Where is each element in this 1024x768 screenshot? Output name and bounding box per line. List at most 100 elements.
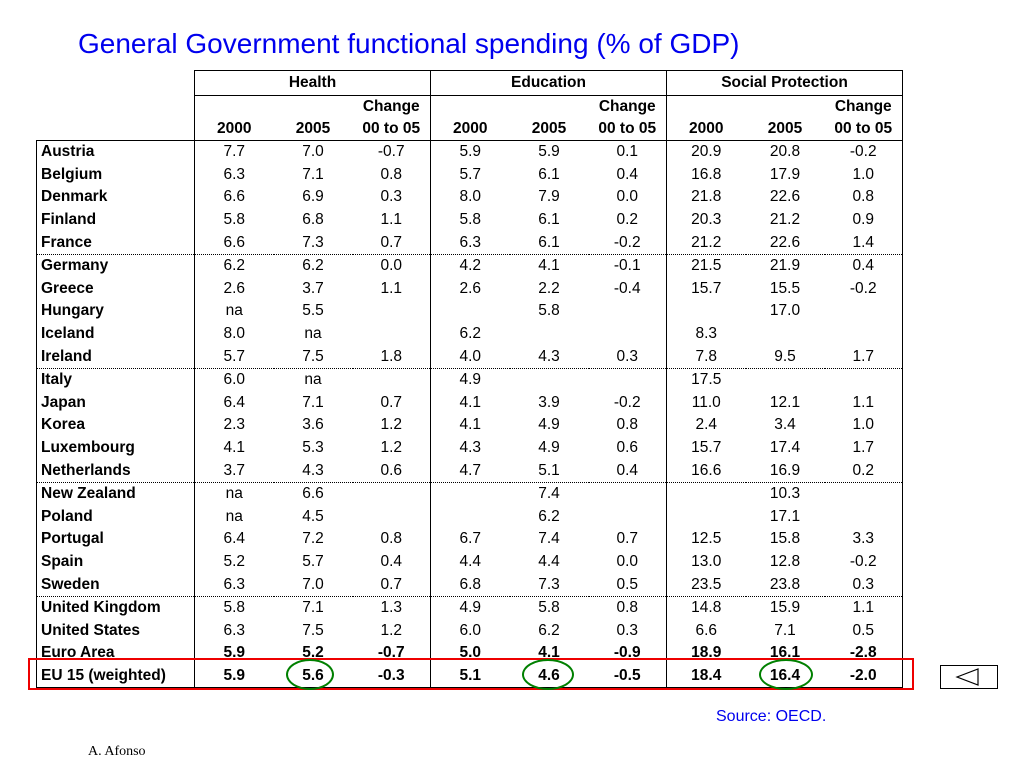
value-cell: -0.1 xyxy=(588,253,667,278)
country-name: Poland xyxy=(36,505,195,529)
col-header: 00 to 05 xyxy=(588,118,667,141)
value-cell: 6.7 xyxy=(459,530,482,548)
table-row: Italy 6.0 na 4.9 17.5 xyxy=(36,367,903,392)
country-name: Denmark xyxy=(36,186,195,209)
value-cell: 5.5 xyxy=(302,302,324,320)
country-name: Finland xyxy=(36,208,195,232)
table-row: Germany 6.2 6.2 0.0 4.2 4.1 -0.1 21.5 21.9 0.4 xyxy=(36,253,903,278)
value-cell: 23.5 xyxy=(691,575,722,593)
value-cell: 18.9 xyxy=(691,644,722,662)
value-cell: 4.9 xyxy=(538,416,560,434)
value-cell: 17.9 xyxy=(769,165,801,183)
value-cell xyxy=(746,323,825,346)
value-cell: 5.9 xyxy=(223,644,246,662)
col-header: 2000 xyxy=(689,120,724,137)
value-cell: -0.2 xyxy=(588,231,667,255)
value-cell: 4.4 xyxy=(538,552,560,570)
group-header-health: Health xyxy=(194,70,431,96)
country-name: Austria xyxy=(36,139,195,164)
table-row: Japan 6.4 7.1 0.7 4.1 3.9 -0.2 11.0 12.1 1.1 xyxy=(36,391,903,415)
value-cell: 5.8 xyxy=(538,302,560,320)
circle-education-2005 xyxy=(522,659,574,690)
col-header-top xyxy=(746,96,825,119)
value-cell: 7.0 xyxy=(273,139,353,164)
value-cell: 6.2 xyxy=(538,507,560,525)
value-cell: 4.1 xyxy=(223,439,246,457)
value-cell: 0.4 xyxy=(588,459,667,483)
value-cell xyxy=(431,506,510,529)
value-cell: 23.8 xyxy=(769,575,801,593)
table-row: United States 6.3 7.5 1.2 6.0 6.2 0.3 6.6 7.1 0.5 xyxy=(36,619,903,643)
value-cell: 7.4 xyxy=(538,530,560,548)
value-cell: 22.6 xyxy=(769,233,801,251)
value-cell: 5.7 xyxy=(223,347,246,365)
value-cell: 6.1 xyxy=(538,211,560,229)
value-cell: 10.3 xyxy=(745,481,825,506)
corner-cell xyxy=(37,96,195,119)
value-cell: 5.3 xyxy=(302,439,324,457)
col-header: 2000 xyxy=(453,120,488,137)
value-cell: 6.3 xyxy=(459,233,482,251)
value-cell: na xyxy=(225,507,243,525)
value-cell xyxy=(824,505,903,529)
col-header-top: Change xyxy=(352,95,431,118)
value-cell: 17.5 xyxy=(666,367,746,392)
table-row: Hungary na 5.5 5.8 17.0 xyxy=(36,300,903,323)
value-cell xyxy=(588,367,667,392)
value-cell xyxy=(352,367,431,392)
value-cell: 1.0 xyxy=(824,163,903,187)
value-cell: 4.1 xyxy=(538,644,560,662)
value-cell xyxy=(588,322,667,346)
value-cell xyxy=(824,300,903,323)
value-cell: 0.8 xyxy=(588,414,667,437)
country-name: Netherlands xyxy=(36,459,195,483)
value-cell: 7.1 xyxy=(774,621,796,639)
country-name: Korea xyxy=(36,414,195,437)
value-cell: na xyxy=(194,481,274,506)
corner-cell xyxy=(37,118,195,141)
value-cell: 21.2 xyxy=(769,211,801,229)
value-cell: 0.6 xyxy=(352,459,431,483)
value-cell: 0.7 xyxy=(588,528,667,551)
table-body: Austria 7.7 7.0 -0.7 5.9 5.9 0.1 20.9 20.8 -0.2 Be… xyxy=(36,139,903,689)
value-cell: 2.4 xyxy=(695,416,718,434)
value-cell: na xyxy=(304,325,322,343)
value-cell: 6.6 xyxy=(223,233,246,251)
country-name: Sweden xyxy=(36,573,195,597)
value-cell: 11.0 xyxy=(691,393,721,411)
value-cell: 13.0 xyxy=(691,552,722,570)
triangle-left-icon xyxy=(955,668,979,686)
value-cell: 0.3 xyxy=(352,186,431,209)
value-cell: 4.9 xyxy=(430,367,510,392)
value-cell: -0.2 xyxy=(824,550,903,574)
value-cell xyxy=(352,481,431,506)
value-cell: 5.8 xyxy=(459,211,482,229)
value-cell: 7.3 xyxy=(302,233,324,251)
col-header: 00 to 05 xyxy=(352,118,431,141)
value-cell: 6.9 xyxy=(302,188,324,206)
country-name: Portugal xyxy=(36,528,195,551)
value-cell: 20.3 xyxy=(691,211,722,229)
col-header-top xyxy=(510,96,589,119)
value-cell xyxy=(430,481,510,506)
value-cell: -0.5 xyxy=(588,664,667,689)
value-cell: 0.7 xyxy=(352,573,431,597)
value-cell: 0.8 xyxy=(588,595,667,620)
country-name: Greece xyxy=(36,277,195,301)
country-name: Germany xyxy=(36,253,195,278)
country-name: Japan xyxy=(36,391,195,415)
value-cell xyxy=(588,481,667,506)
value-cell: 3.9 xyxy=(538,393,560,411)
value-cell: -0.4 xyxy=(588,277,667,301)
value-cell: 7.3 xyxy=(538,575,560,593)
value-cell: 4.1 xyxy=(459,416,482,434)
value-cell: 7.4 xyxy=(509,481,589,506)
value-cell: 4.3 xyxy=(459,439,482,457)
value-cell: 3.7 xyxy=(223,461,246,479)
value-cell: 0.8 xyxy=(352,528,431,551)
value-cell: 4.9 xyxy=(538,439,560,457)
back-button[interactable] xyxy=(940,665,998,689)
value-cell: 18.4 xyxy=(666,664,746,689)
value-cell: 5.1 xyxy=(538,461,560,479)
value-cell: 0.4 xyxy=(824,253,903,278)
